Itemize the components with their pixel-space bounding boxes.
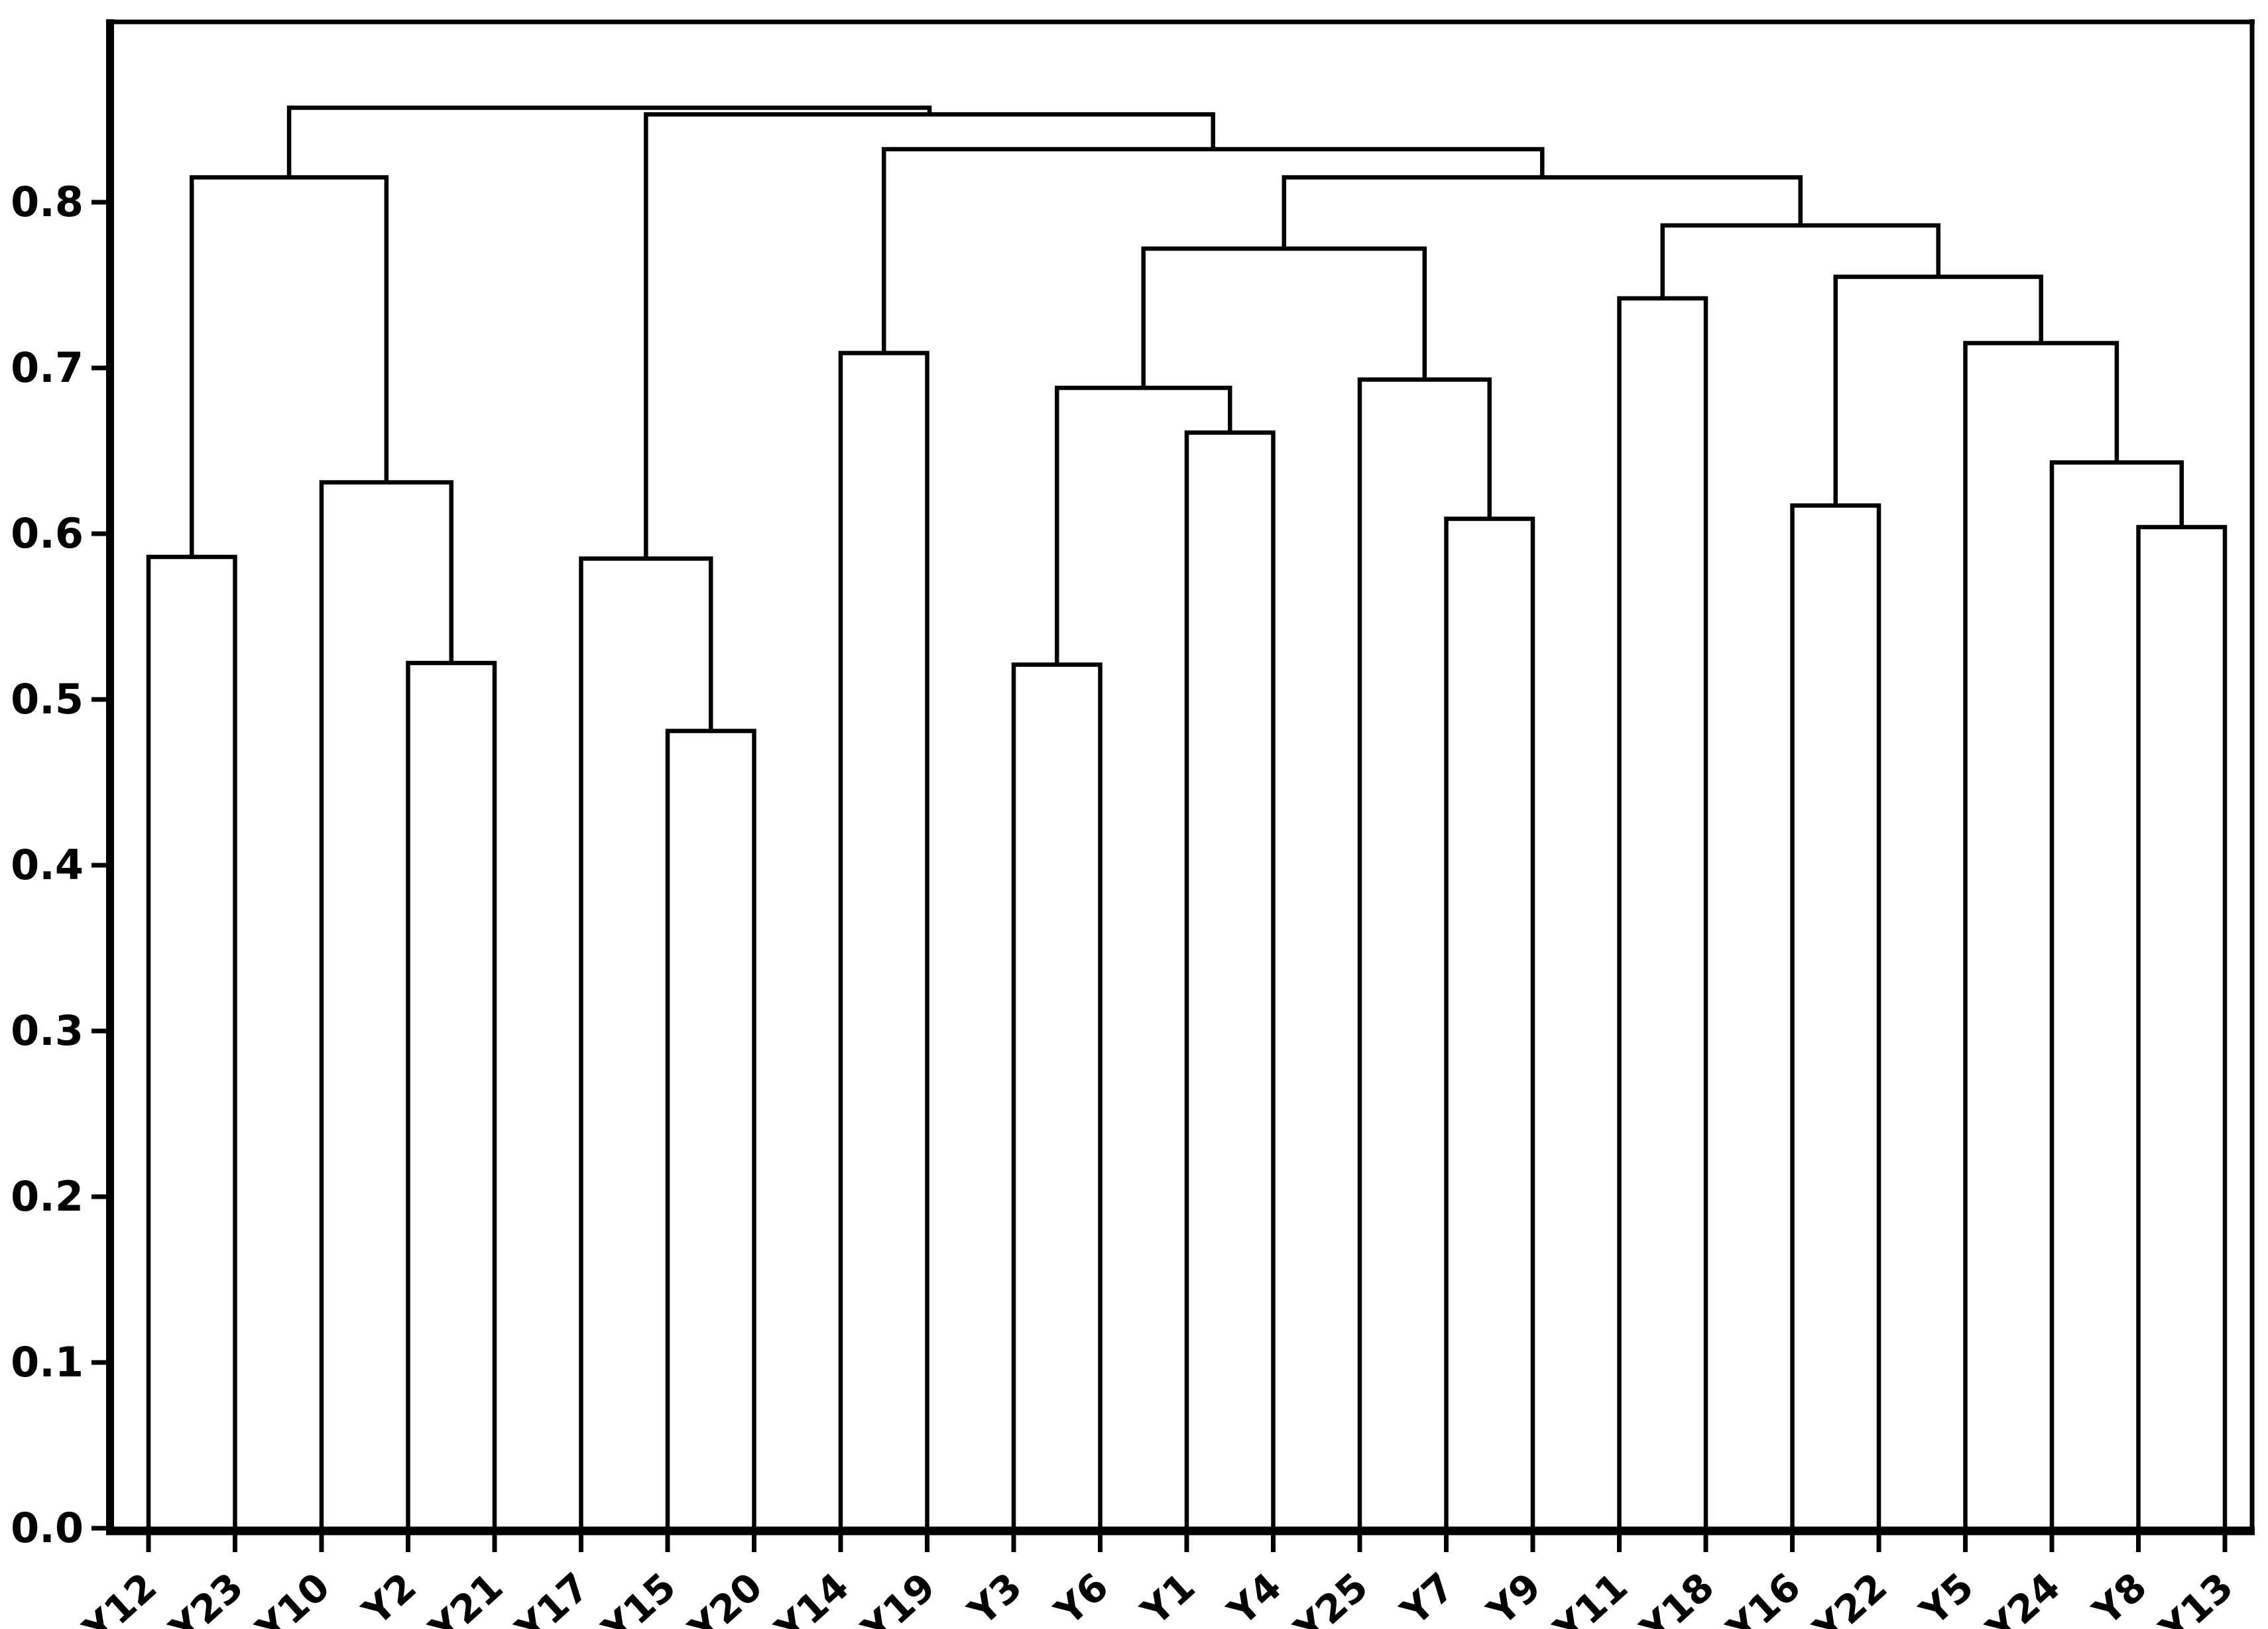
cluster-link <box>1660 223 1940 298</box>
cluster-link <box>1790 503 1881 1528</box>
x-leaf-label: Y4 <box>1219 1564 1289 1629</box>
y-tick-label: 0.1 <box>11 1338 84 1386</box>
x-leaf-label: Y2 <box>353 1564 424 1629</box>
x-leaf-label: Y13 <box>2151 1564 2241 1629</box>
x-leaf-label: Y6 <box>1045 1564 1116 1629</box>
plot-frame <box>106 19 2255 1536</box>
cluster-link <box>644 112 1216 559</box>
y-tick-label: 0.0 <box>11 1504 84 1552</box>
y-tick-label: 0.6 <box>11 509 84 558</box>
x-leaf-label: Y23 <box>160 1564 251 1629</box>
x-leaf-label: Y8 <box>2084 1564 2155 1629</box>
cluster-link <box>882 147 1545 353</box>
x-leaf-label: Y18 <box>1632 1564 1722 1629</box>
x-leaf-label: Y19 <box>853 1564 943 1629</box>
cluster-link <box>2136 524 2228 1528</box>
y-tick-label: 0.7 <box>11 343 84 392</box>
cluster-link <box>319 480 453 1528</box>
cluster-link <box>1282 175 1803 249</box>
cluster-link <box>1617 296 1708 1528</box>
cluster-link <box>838 351 929 1528</box>
x-leaf-label: Y3 <box>959 1564 1030 1629</box>
cluster-link <box>665 729 756 1528</box>
y-tick-label: 0.5 <box>11 675 84 723</box>
cluster-link <box>1141 246 1427 388</box>
y-axis: 0.0 0.1 0.2 0.3 0.4 0.5 0.6 0.7 0.8 <box>11 178 110 1552</box>
cluster-link <box>1184 430 1276 1528</box>
y-tick-label: 0.4 <box>11 841 84 889</box>
cluster-link <box>1011 662 1103 1528</box>
x-leaf-label: Y14 <box>766 1564 857 1629</box>
x-leaf-label: Y17 <box>507 1564 597 1629</box>
y-tick-label: 0.8 <box>11 178 84 226</box>
x-leaf-label: Y1 <box>1132 1564 1203 1629</box>
cluster-link <box>1357 377 1492 1528</box>
x-leaf-label: Y12 <box>74 1564 165 1629</box>
cluster-link <box>286 105 932 178</box>
x-leaf-label: Y9 <box>1478 1564 1549 1629</box>
cluster-link <box>1055 385 1232 665</box>
cluster-link <box>2049 460 2184 1528</box>
x-leaf-label: Y15 <box>593 1564 684 1629</box>
cluster-link <box>146 554 237 1528</box>
cluster-link <box>1833 274 2043 506</box>
y-tick-label: 0.3 <box>11 1006 84 1055</box>
x-leaf-label: Y10 <box>247 1564 338 1629</box>
x-leaf-label: Y16 <box>1718 1564 1809 1629</box>
cluster-link <box>1444 516 1535 1528</box>
x-leaf-label: Y5 <box>1911 1564 1982 1629</box>
cluster-link <box>190 175 389 557</box>
x-leaf-label: Y24 <box>1978 1564 2068 1629</box>
cluster-link <box>406 660 497 1528</box>
x-leaf-label: Y22 <box>1805 1564 1895 1629</box>
x-leaf-label: Y21 <box>420 1564 511 1629</box>
cluster-link <box>1963 341 2119 1528</box>
x-leaf-label: Y25 <box>1285 1564 1376 1629</box>
x-leaf-label: Y7 <box>1392 1564 1462 1629</box>
x-leaf-label: Y11 <box>1545 1564 1636 1629</box>
y-tick-label: 0.2 <box>11 1172 84 1221</box>
cluster-link <box>579 556 713 1528</box>
dendrogram-links <box>146 105 2228 1528</box>
x-leaf-label: Y20 <box>680 1564 770 1629</box>
